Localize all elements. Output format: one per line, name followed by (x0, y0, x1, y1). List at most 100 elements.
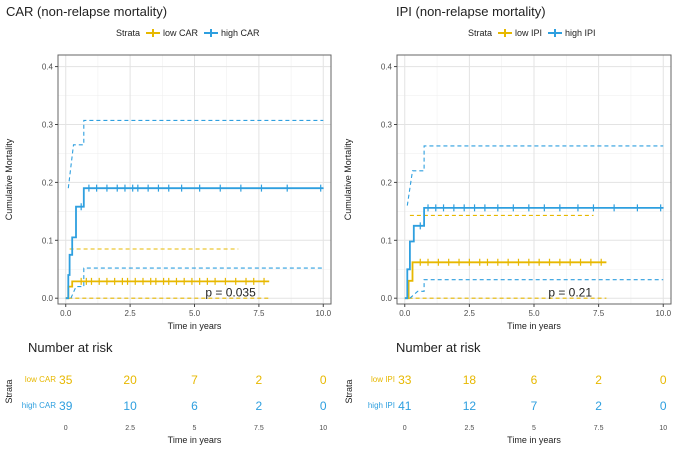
censor-mark (432, 204, 439, 212)
censor-mark (440, 204, 447, 212)
censor-mark (173, 277, 180, 285)
censor-mark (134, 184, 141, 192)
y-axis-title: Cumulative Mortality (343, 138, 353, 220)
legend-ipi: Strata low IPI high IPI (468, 28, 596, 38)
censor-mark (598, 258, 605, 266)
y-axis-title: Cumulative Mortality (4, 138, 14, 220)
censor-mark (587, 258, 594, 266)
risk-row-label: low IPI (371, 375, 395, 384)
y-tick-label: 0.3 (381, 120, 393, 129)
censor-mark (222, 277, 229, 285)
censor-mark (181, 277, 188, 285)
legend-item-high-car: high CAR (204, 28, 260, 38)
censor-mark (124, 277, 131, 285)
censor-mark (232, 277, 239, 285)
risk-count: 2 (595, 373, 602, 387)
censor-mark (155, 184, 162, 192)
censor-mark (425, 258, 432, 266)
risk-count: 18 (463, 373, 477, 387)
censor-mark (450, 204, 457, 212)
legend-title: Strata (468, 28, 493, 38)
censor-mark (577, 258, 584, 266)
censor-mark (525, 258, 532, 266)
risk-count: 0 (320, 399, 327, 413)
censor-mark (556, 258, 563, 266)
censor-mark (317, 184, 324, 192)
censor-mark (111, 277, 118, 285)
legend-key-icon (146, 29, 161, 37)
risk-count: 41 (398, 399, 412, 413)
risk-row-label: low CAR (25, 375, 56, 384)
legend-key-icon (204, 29, 219, 37)
censor-mark (152, 277, 159, 285)
censor-mark (417, 258, 424, 266)
series-high-ipi (404, 145, 664, 300)
risk-row-label: high IPI (368, 401, 395, 410)
risk-count: 2 (595, 399, 602, 413)
risk-x-tick-label: 0 (64, 425, 68, 432)
y-tick-label: 0.4 (42, 63, 54, 72)
y-tick-label: 0.1 (381, 236, 393, 245)
risk-count: 33 (398, 373, 412, 387)
x-tick-label: 7.5 (253, 309, 265, 318)
censor-mark (160, 277, 167, 285)
risk-x-tick-label: 5 (532, 425, 536, 432)
censor-mark (243, 277, 250, 285)
risk-count: 2 (256, 373, 263, 387)
risk-y-axis-title: Strata (344, 379, 354, 403)
risk-x-axis-title: Time in years (507, 435, 561, 445)
legend-item-low-car: low CAR (146, 28, 198, 38)
censor-mark (178, 184, 185, 192)
x-tick-label: 2.5 (125, 309, 137, 318)
risk-count: 0 (660, 373, 667, 387)
censor-mark (417, 222, 424, 230)
risk-table-title-ipi: Number at risk (396, 340, 481, 355)
risk-x-tick-label: 10 (319, 425, 327, 432)
risk-x-tick-label: 2.5 (125, 425, 135, 432)
censor-mark (476, 258, 483, 266)
censor-mark (258, 184, 265, 192)
censor-mark (103, 184, 110, 192)
censor-mark (147, 277, 154, 285)
censor-mark (556, 204, 563, 212)
censor-mark (611, 204, 618, 212)
censor-mark (204, 277, 211, 285)
censor-mark (546, 258, 553, 266)
censor-mark (188, 277, 195, 285)
ci-lower-line (70, 267, 324, 299)
risk-x-tick-label: 2.5 (465, 425, 475, 432)
censor-mark (567, 258, 574, 266)
risk-count: 12 (463, 399, 477, 413)
censor-mark (435, 258, 442, 266)
legend-key-icon (548, 29, 563, 37)
censor-mark (217, 184, 224, 192)
censor-mark (481, 204, 488, 212)
risk-count: 0 (320, 373, 327, 387)
legend-label: low CAR (163, 28, 199, 38)
series-high-car (65, 119, 324, 300)
legend-key-icon (498, 29, 513, 37)
p-value-annotation: p = 0.21 (548, 285, 592, 299)
y-tick-label: 0.4 (381, 63, 393, 72)
survival-step-line (65, 187, 324, 300)
censor-mark (196, 277, 203, 285)
risk-x-tick-label: 10 (659, 425, 667, 432)
censor-mark (96, 277, 103, 285)
censor-mark (129, 184, 136, 192)
y-tick-label: 0.2 (381, 178, 393, 187)
ci-upper-line (406, 145, 664, 206)
censor-mark (85, 184, 92, 192)
censor-mark (165, 277, 172, 285)
x-tick-label: 5.0 (189, 309, 201, 318)
censor-mark (145, 184, 152, 192)
risk-row-label: high CAR (22, 401, 56, 410)
censor-mark (471, 204, 478, 212)
censor-mark (590, 204, 597, 212)
legend-title: Strata (116, 28, 141, 38)
censor-mark (250, 277, 257, 285)
risk-count: 6 (191, 399, 198, 413)
risk-count: 6 (531, 373, 538, 387)
censor-mark (78, 277, 85, 285)
x-tick-label: 2.5 (464, 309, 476, 318)
